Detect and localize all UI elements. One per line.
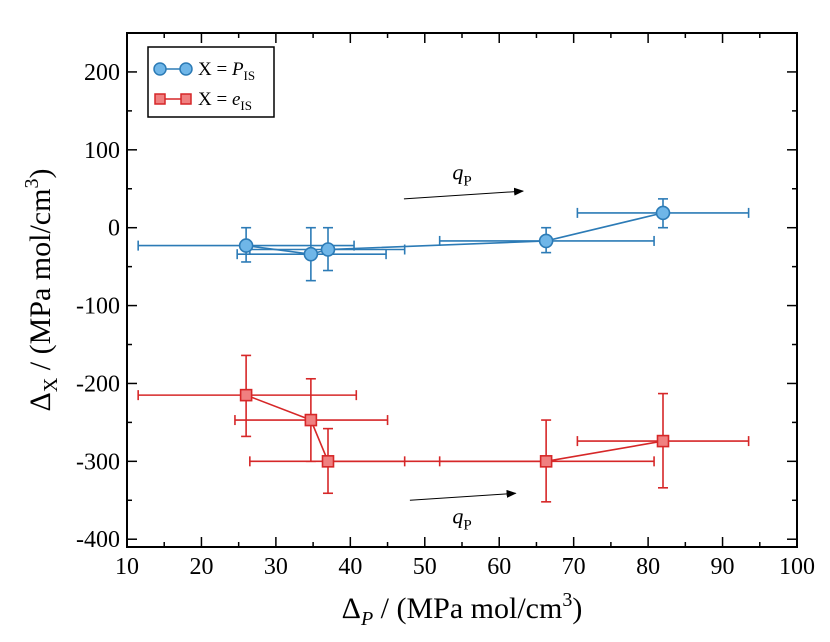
legend-item-square: X = eIS [154,89,252,113]
y-tick-label: -300 [76,449,120,475]
annotation-label: qP [452,159,471,189]
data-point [238,238,254,253]
y-axis-title: ΔX / (MPa mol/cm3) [21,169,62,412]
x-tick-label: 40 [338,554,362,580]
x-tick-label: 30 [264,554,288,580]
series-circle [137,198,750,282]
annotation-sub: P [463,173,471,189]
legend-marker [154,93,166,105]
data-point [321,455,335,468]
y-tick-label: -100 [76,294,120,320]
annotation-qp-top: qP [403,159,525,200]
legend-item-circle: X = PIS [153,59,255,83]
x-axis-sub: P [360,608,373,630]
data-point [239,388,253,402]
legend-box [147,46,275,118]
y-tick-label: 100 [84,138,120,164]
x-tick-label: 60 [487,554,511,580]
x-axis-sup: 3 [562,589,572,611]
x-axis-close: ) [572,592,582,625]
annotation-sub: P [463,518,471,534]
legend-var: e [232,89,240,110]
data-point [304,413,318,427]
annotation-qp-bottom: qP [409,489,517,534]
plot-series [137,198,750,503]
y-axis-sup: 3 [21,179,43,189]
x-axis-title: ΔP / (MPa mol/cm3) [342,589,583,630]
annotation-symbol: q [452,504,463,529]
data-point [538,233,554,249]
legend-prefix: X = [198,59,232,80]
legend-sub: IS [240,98,252,113]
y-tick-label: 200 [84,60,120,86]
y-axis-rest: / (MPa mol/cm [24,189,57,378]
plot-frame [126,32,798,548]
y-axis-sub: X [40,377,62,392]
x-tick-label: 80 [636,554,660,580]
data-point [320,242,336,257]
annotation-arrow [409,489,517,501]
x-tick-label: 50 [413,554,437,580]
legend-marker [180,93,192,105]
legend-prefix: X = [198,89,232,110]
annotation-label: qP [452,504,471,534]
x-tick-label: 100 [779,554,815,580]
legend-label: X = eIS [198,89,252,113]
x-tick-label: 10 [115,554,139,580]
x-axis-symbol: Δ [342,592,361,625]
legend-var: P [231,59,244,80]
y-tick-label: -200 [76,371,120,397]
annotation-arrow [403,187,525,200]
legend-label: X = PIS [198,59,255,83]
data-point [656,434,670,448]
x-axis-rest: / (MPa mol/cm [373,592,562,625]
axis-ticks: 10 20 30 40 50 60 70 80 90 100 -400 -300 -200 -100 0 10… [76,32,815,580]
data-point [303,246,319,262]
x-tick-label: 90 [711,554,735,580]
y-tick-label: -400 [76,527,120,553]
data-point [539,455,553,468]
y-axis-close: ) [24,169,57,179]
series-line [245,394,664,463]
legend-marker [179,62,193,76]
annotation-symbol: q [452,159,463,184]
data-point [655,205,671,221]
y-axis-symbol: Δ [24,392,57,411]
legend-marker [153,62,167,76]
x-tick-label: 70 [562,554,586,580]
x-tick-label: 20 [189,554,213,580]
series-square [137,354,750,503]
y-tick-label: 0 [108,216,120,242]
legend-sub: IS [244,68,256,83]
